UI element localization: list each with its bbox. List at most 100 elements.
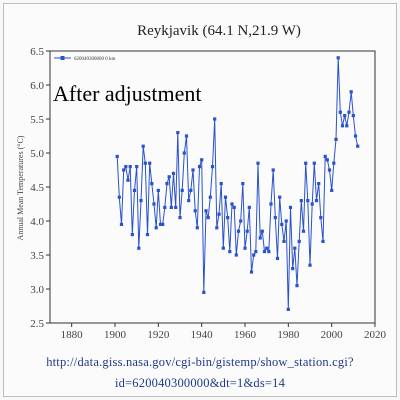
data-point <box>336 56 340 60</box>
data-point <box>252 253 256 257</box>
legend-label: 620040300000 0 km <box>74 57 116 62</box>
y-tick-label: 6.0 <box>30 80 44 92</box>
data-point <box>286 307 290 311</box>
data-point <box>256 161 260 165</box>
data-point <box>319 216 323 220</box>
data-point <box>217 212 221 216</box>
data-point <box>345 124 349 128</box>
data-point <box>247 205 251 209</box>
data-point <box>191 168 195 172</box>
data-point <box>304 161 308 165</box>
data-point <box>299 199 303 203</box>
data-point <box>130 233 134 237</box>
data-point <box>176 131 180 135</box>
data-point <box>154 226 158 230</box>
data-point <box>122 168 126 172</box>
data-point <box>152 202 156 206</box>
data-point <box>332 161 336 165</box>
data-point <box>180 188 184 192</box>
x-tick-label: 1980 <box>277 329 300 341</box>
data-point <box>163 205 167 209</box>
data-point <box>301 229 306 233</box>
data-point <box>215 226 219 230</box>
y-tick-label: 2.5 <box>30 318 44 330</box>
data-point <box>284 219 288 223</box>
data-point <box>275 256 280 260</box>
source-url[interactable]: http://data.giss.nasa.gov/cgi-bin/gistem… <box>0 352 400 394</box>
data-point <box>353 134 358 138</box>
data-point <box>232 205 236 209</box>
data-point <box>128 165 132 169</box>
data-point <box>234 253 238 257</box>
data-point <box>314 199 319 203</box>
chart-title: Reykjavik (64.1 N,21.9 W) <box>137 23 301 39</box>
data-point <box>327 168 332 172</box>
data-point <box>219 182 223 186</box>
data-point <box>228 250 232 254</box>
data-point <box>271 168 275 172</box>
data-point <box>282 239 286 243</box>
data-point <box>210 165 215 169</box>
data-point <box>334 137 338 141</box>
data-point <box>117 195 121 199</box>
data-point <box>323 154 327 158</box>
data-point <box>213 117 217 121</box>
data-point <box>226 216 230 220</box>
source-url-line-2[interactable]: id=620040300000&dt=1&ds=14 <box>114 376 286 390</box>
annotation-text: After adjustment <box>53 81 201 106</box>
data-point <box>137 246 141 250</box>
x-tick-label: 1900 <box>104 329 127 341</box>
x-tick-label: 1880 <box>61 329 84 341</box>
data-point <box>356 144 360 148</box>
data-point <box>278 195 282 199</box>
data-point <box>321 239 325 243</box>
data-point <box>141 144 145 148</box>
data-point <box>280 222 284 226</box>
data-point <box>295 284 299 288</box>
data-point <box>126 178 130 182</box>
data-point <box>297 239 301 243</box>
data-point <box>165 182 169 186</box>
data-point <box>197 165 202 169</box>
data-point <box>143 161 147 165</box>
data-point <box>245 229 249 233</box>
data-point <box>139 199 143 203</box>
data-point <box>312 161 316 165</box>
data-point <box>115 154 119 158</box>
data-point <box>206 216 210 220</box>
data-point <box>262 250 267 254</box>
data-point <box>174 205 178 209</box>
data-point <box>306 199 310 203</box>
x-tick-label: 1920 <box>147 329 170 341</box>
data-point <box>338 110 342 114</box>
data-point <box>347 110 351 114</box>
series-line <box>116 57 359 310</box>
legend: 620040300000 0 km <box>54 56 116 62</box>
source-url-line-1[interactable]: http://data.giss.nasa.gov/cgi-bin/gistem… <box>46 355 354 369</box>
legend-marker <box>60 56 65 60</box>
y-tick-label: 6.5 <box>30 46 44 58</box>
data-point <box>293 246 297 250</box>
y-tick-label: 4.5 <box>30 182 44 194</box>
data-point <box>230 202 234 206</box>
data-point <box>145 233 150 237</box>
data-point <box>308 263 312 267</box>
data-point <box>273 216 277 220</box>
data-point <box>260 229 264 233</box>
data-point <box>249 270 254 274</box>
data-point <box>254 250 258 254</box>
data-point <box>317 182 321 186</box>
data-point <box>204 209 208 213</box>
data-point <box>351 114 355 118</box>
data-point <box>193 209 197 213</box>
data-point <box>291 267 295 271</box>
y-tick-label: 3.0 <box>30 284 44 296</box>
data-point <box>178 216 182 220</box>
plot-area <box>49 50 376 324</box>
data-point <box>236 229 241 233</box>
x-tick-label: 1940 <box>191 329 214 341</box>
data-point <box>150 182 154 186</box>
data-point <box>349 90 353 94</box>
data-point <box>187 199 191 203</box>
data-point <box>239 219 243 223</box>
